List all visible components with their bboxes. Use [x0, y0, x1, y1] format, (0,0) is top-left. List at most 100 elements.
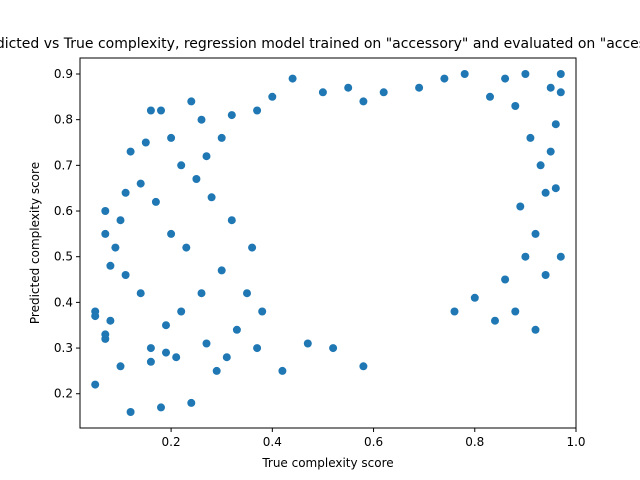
scatter-point	[253, 344, 262, 353]
scatter-point	[232, 325, 241, 334]
y-tick-label: 0.6	[54, 204, 73, 218]
scatter-point	[217, 133, 226, 142]
y-tick-label: 0.7	[54, 158, 73, 172]
scatter-point	[450, 307, 459, 316]
scatter-point	[151, 197, 160, 206]
scatter-point	[556, 88, 565, 97]
y-tick-label: 0.5	[54, 250, 73, 264]
scatter-point	[440, 74, 449, 83]
scatter-point	[222, 353, 231, 362]
scatter-point	[318, 88, 327, 97]
scatter-point	[162, 348, 170, 357]
scatter-point	[101, 207, 110, 215]
scatter-point	[288, 74, 297, 83]
scatter-point	[379, 88, 388, 97]
scatter-point	[101, 229, 110, 238]
y-tick-label: 0.9	[54, 67, 73, 81]
scatter-point	[172, 353, 181, 362]
scatter-point	[91, 307, 100, 316]
scatter-point	[121, 188, 130, 197]
scatter-point	[202, 339, 211, 348]
scatter-point	[556, 252, 565, 261]
scatter-point	[486, 92, 494, 101]
scatter-point	[531, 325, 540, 334]
scatter-point	[278, 366, 287, 375]
scatter-point	[106, 261, 115, 270]
scatter-point	[106, 316, 115, 325]
scatter-point	[101, 330, 110, 339]
scatter-point	[511, 102, 520, 110]
x-axis-label: True complexity score	[261, 456, 393, 470]
scatter-point	[551, 120, 560, 129]
scatter-point	[116, 362, 125, 371]
scatter-point	[192, 175, 201, 183]
scatter-point	[167, 133, 176, 142]
y-tick-label: 0.2	[54, 387, 73, 401]
scatter-point	[136, 179, 145, 188]
scatter-point	[217, 266, 226, 275]
scatter-point	[111, 243, 120, 252]
scatter-point	[207, 193, 216, 202]
scatter-point	[511, 307, 520, 316]
scatter-point	[460, 70, 469, 78]
scatter-point	[521, 252, 530, 261]
y-axis: 0.2 0.3 0.4 0.5 0.6 0.7 0.8 0.9	[54, 67, 80, 401]
y-tick-label: 0.4	[54, 295, 73, 309]
scatter-point	[359, 97, 368, 106]
scatter-point	[329, 344, 338, 353]
scatter-point	[146, 344, 155, 353]
scatter-point	[197, 289, 206, 298]
y-tick-label: 0.8	[54, 113, 73, 127]
scatter-point	[248, 243, 257, 252]
scatter-point	[116, 216, 125, 225]
scatter-point	[202, 152, 211, 161]
scatter-point	[541, 271, 550, 279]
scatter-point	[253, 106, 262, 115]
scatter-point	[531, 229, 540, 238]
scatter-point	[162, 321, 170, 330]
scatter-point	[167, 229, 176, 238]
scatter-point	[197, 115, 206, 124]
scatter-point	[344, 83, 353, 92]
scatter-point	[526, 133, 535, 142]
scatter-point	[146, 357, 155, 366]
x-tick-label: 0.6	[364, 435, 383, 449]
scatter-point	[182, 243, 191, 252]
scatter-point	[177, 161, 186, 170]
x-axis: 0.2 0.4 0.6 0.8 1.0	[162, 428, 586, 449]
scatter-point	[126, 147, 135, 156]
y-axis-label: Predicted complexity score	[28, 162, 42, 324]
scatter-point	[501, 275, 510, 284]
x-tick-label: 0.2	[162, 435, 181, 449]
scatter-point	[141, 138, 150, 147]
plot-area	[80, 58, 576, 428]
scatter-point	[521, 70, 530, 78]
scatter-point	[121, 271, 130, 279]
scatter-point	[91, 380, 100, 389]
scatter-point	[551, 184, 560, 193]
scatter-point	[212, 366, 221, 375]
scatter-point	[136, 289, 145, 298]
scatter-point	[546, 147, 555, 156]
scatter-point	[157, 106, 165, 115]
scatter-point	[359, 362, 368, 371]
scatter-point	[227, 111, 236, 120]
scatter-point	[516, 202, 525, 211]
x-tick-label: 1.0	[566, 435, 585, 449]
scatter-point	[470, 293, 479, 302]
scatter-point	[187, 398, 196, 407]
scatter-point	[541, 188, 550, 197]
scatter-point	[146, 106, 155, 115]
chart-title: Predicted vs True complexity, regression…	[0, 36, 640, 52]
scatter-point	[491, 316, 499, 325]
scatter-point	[227, 216, 236, 225]
scatter-point	[501, 74, 510, 83]
scatter-point	[415, 83, 424, 92]
scatter-point	[556, 70, 565, 78]
scatter-points	[91, 70, 565, 416]
scatter-point	[126, 408, 135, 416]
plot-frame	[79, 57, 577, 429]
scatter-point	[177, 307, 186, 316]
x-tick-label: 0.4	[263, 435, 282, 449]
